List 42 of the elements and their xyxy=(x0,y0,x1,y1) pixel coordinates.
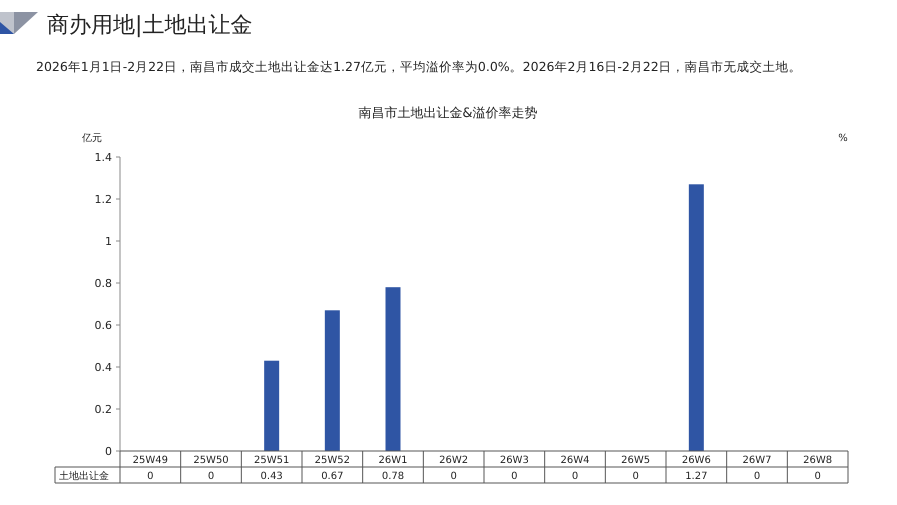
y-tick-label: 1.2 xyxy=(94,193,112,206)
bar xyxy=(688,184,704,451)
bar xyxy=(386,287,400,451)
y-axis-title: 亿元 xyxy=(81,133,102,144)
data-label: 0 xyxy=(632,471,639,482)
y-tick-label: 0 xyxy=(105,445,112,458)
x-tick-label: 25W49 xyxy=(132,455,168,466)
x-tick-label: 26W6 xyxy=(682,455,711,466)
data-label: 0 xyxy=(572,471,578,482)
y-tick-label: 0.6 xyxy=(94,319,112,332)
chart-title: 商办用地|土地出让金 xyxy=(47,13,252,38)
data-label: 0 xyxy=(754,471,760,482)
bar xyxy=(264,360,280,451)
x-tick-label: 25W50 xyxy=(193,455,229,466)
y-tick-label: 0.4 xyxy=(94,361,112,374)
text: 2026年1月1日-2月22日，南昌市成交土地出让金达1.27亿元，平均溢价率为0.0%。2026年2月16日-2月22日，南昌市无成交土地。 xyxy=(36,59,802,74)
text: 土地出让金 xyxy=(59,470,109,482)
y-tick-label: 1.4 xyxy=(94,151,112,164)
data-label: 0 xyxy=(147,471,154,482)
x-tick-label: 26W8 xyxy=(803,455,832,466)
data-label: 0 xyxy=(511,471,518,482)
data-label: 0.43 xyxy=(260,471,283,482)
x-tick-label: 26W3 xyxy=(500,455,529,466)
x-tick-label: 26W1 xyxy=(378,455,408,466)
data-label: 0.78 xyxy=(382,471,404,482)
x-tick-label: 26W7 xyxy=(742,455,772,466)
y2-axis-title: % xyxy=(838,133,848,144)
data-label: 1.27 xyxy=(685,471,708,482)
x-tick-label: 26W4 xyxy=(560,455,590,466)
data-label: 0 xyxy=(208,471,214,482)
data-label: 0 xyxy=(450,471,457,482)
data-label: 0 xyxy=(814,471,821,482)
x-tick-label: 25W51 xyxy=(254,455,290,466)
chart-subtitle: 南昌市土地出让金&溢价率走势 xyxy=(358,105,538,121)
y-tick-label: 1 xyxy=(105,235,112,248)
data-label: 0.67 xyxy=(321,471,344,482)
x-tick-label: 26W5 xyxy=(621,455,650,466)
y-tick-label: 0.2 xyxy=(94,403,112,416)
bar xyxy=(324,310,340,451)
x-tick-label: 25W52 xyxy=(314,455,350,466)
y-tick-label: 0.8 xyxy=(94,277,112,290)
x-tick-label: 26W2 xyxy=(439,455,468,466)
